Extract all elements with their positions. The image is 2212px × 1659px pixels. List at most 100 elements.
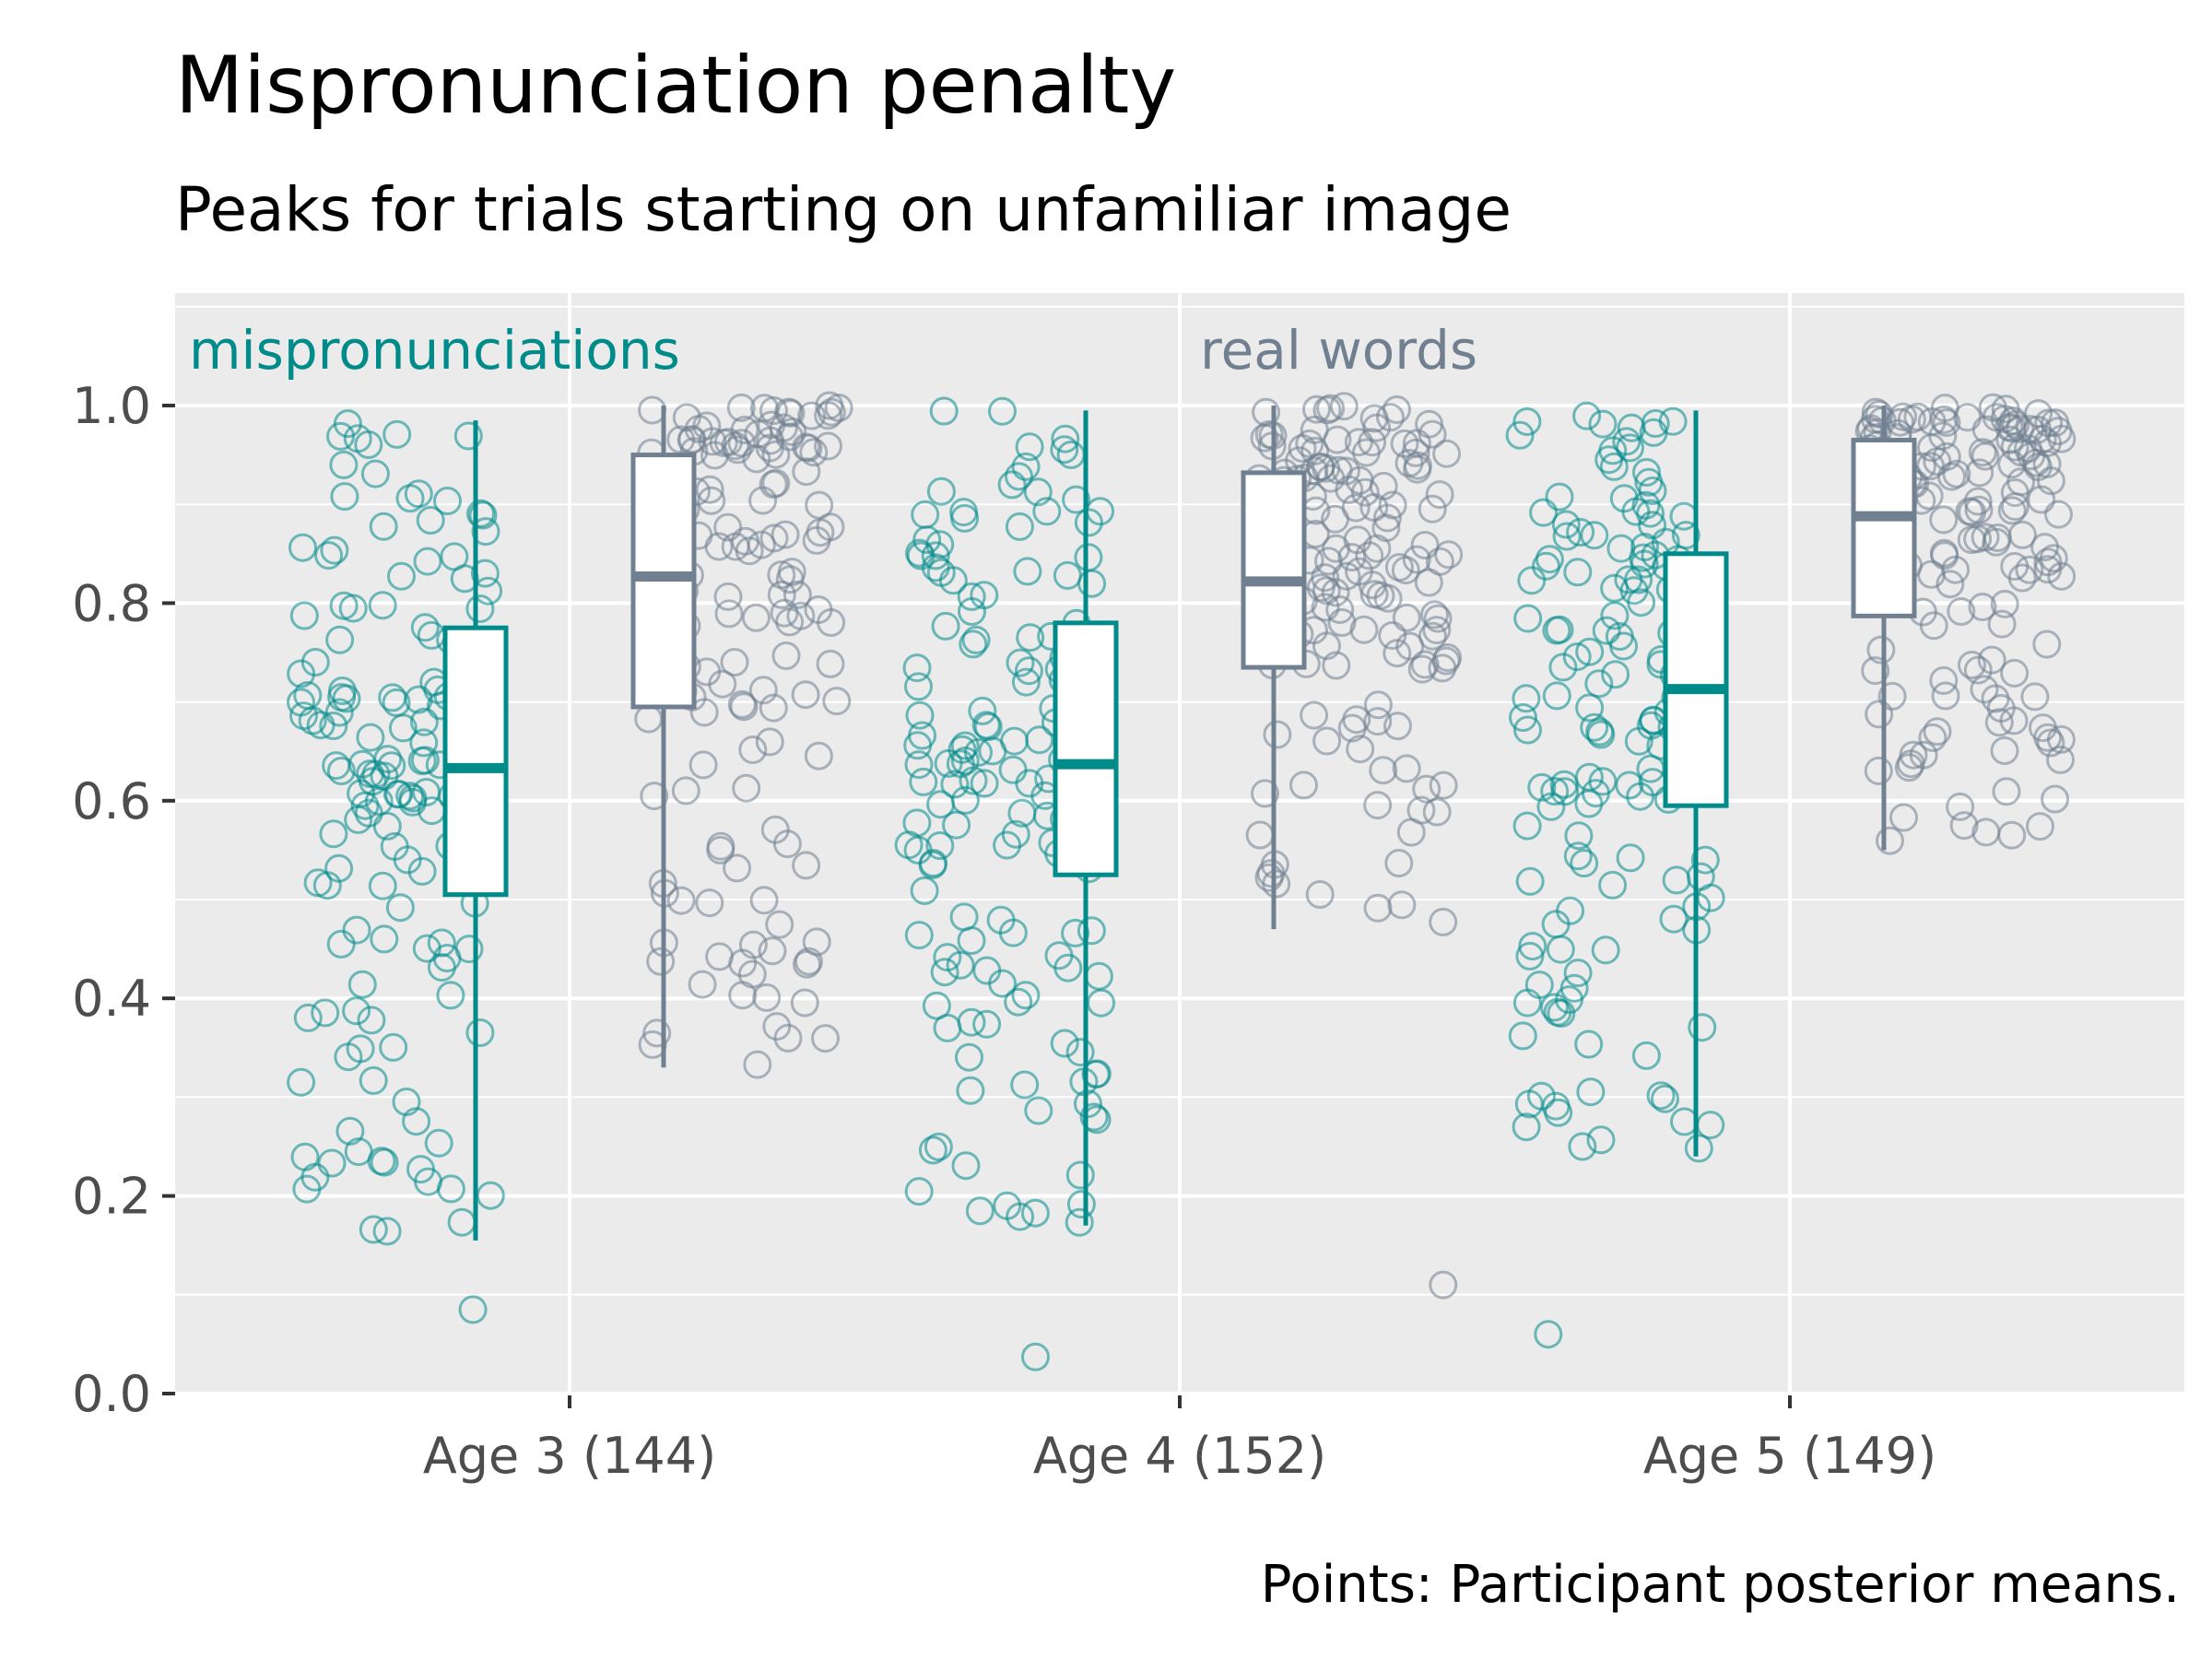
data-point [755,727,784,757]
data-point [790,988,819,1018]
data-point [1946,792,1975,821]
data-point [997,470,1027,500]
data-point [1015,769,1044,798]
data-point [368,871,397,900]
data-point [1423,604,1453,633]
data-point [383,780,412,809]
data-point [1552,522,1582,551]
data-point [1638,511,1667,540]
data-point [1575,693,1605,723]
data-point [1032,497,1062,526]
data-point [970,581,999,610]
data-point [329,450,359,479]
data-point [1532,551,1560,581]
boxplot-mispronunciations-0 [442,420,509,1241]
data-point [1312,453,1341,483]
data-point [1420,600,1449,629]
data-point [1601,660,1630,689]
data-point [2006,467,2036,497]
data-point [1594,445,1624,475]
data-point [646,947,676,976]
data-point [742,444,771,474]
y-tick-label: 0.6 [72,772,151,830]
data-point [453,421,483,451]
data-point [1899,740,1928,770]
data-point [325,625,355,654]
data-point [1363,707,1393,736]
data-point [300,648,330,677]
data-point [1997,414,2027,443]
data-point [372,1217,402,1246]
data-point [714,599,744,629]
data-point [1592,616,1621,645]
data-point [1947,597,1976,626]
data-point [957,582,986,611]
data-point [912,525,942,555]
data-point [1630,549,1659,579]
data-point [1550,777,1580,806]
data-point [1889,803,1918,832]
data-point [347,970,377,999]
data-point [342,915,371,945]
data-point [1986,694,2016,723]
data-point [1345,557,1373,586]
data-point [1363,791,1393,820]
data-point [905,700,935,730]
data-point [357,1006,386,1035]
data-point [942,810,971,840]
data-point [370,1147,399,1177]
data-point [1932,408,1961,438]
data-point [2013,434,2042,464]
data-point [1512,1112,1541,1142]
data-point [1321,578,1350,607]
data-point [454,935,484,964]
data-point [470,559,500,588]
data-point [771,520,800,549]
data-point [940,770,970,799]
data-point [1396,818,1426,847]
data-point [1053,560,1082,590]
data-point [1651,1084,1679,1113]
x-tick-label: Age 4 (152) [1033,1427,1326,1485]
data-point [971,711,1001,740]
data-point [771,641,801,670]
data-point [762,1012,792,1041]
data-point [427,928,456,958]
data-point [1585,717,1615,747]
data-point [1065,1160,1095,1190]
data-point [1877,681,1907,711]
boxplots [442,406,1917,1241]
data-point [1429,907,1458,936]
data-point [804,741,833,771]
data-point [1429,771,1458,800]
data-point [409,728,439,758]
data-point [317,1148,347,1178]
data-point [1007,798,1037,828]
chart-title: Mispronunciation penalty [175,40,1176,132]
data-point [1545,482,1574,512]
data-point [1515,866,1545,896]
data-point [723,853,752,883]
data-point [811,1024,840,1053]
data-point [1548,653,1578,682]
data-point [2041,784,2070,814]
data-point [950,785,980,815]
data-point [343,424,372,453]
data-point [642,1018,672,1048]
data-point [731,526,760,556]
data-point [1559,973,1589,1003]
data-point [1305,880,1335,909]
data-point [1964,495,1994,524]
data-point [288,533,317,562]
data-point [1929,505,1959,535]
data-point [347,779,376,808]
data-point [794,947,823,976]
data-point [1004,987,1033,1017]
data-point [1631,1041,1661,1070]
data-point [466,499,495,528]
data-point [1509,703,1537,732]
data-point [1323,425,1352,454]
data-point [326,929,356,959]
data-point [1524,971,1554,1000]
data-point [360,459,390,488]
